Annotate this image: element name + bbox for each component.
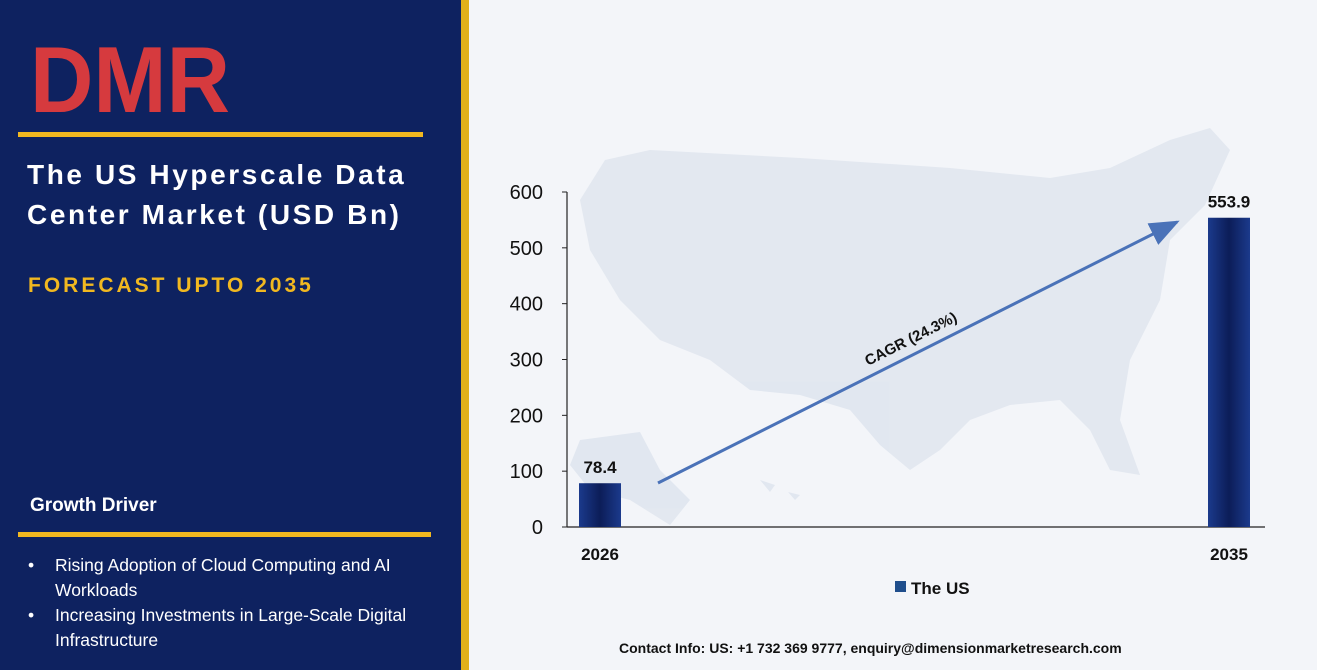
y-tick-label: 600 [510, 182, 543, 204]
legend-swatch [895, 581, 906, 592]
y-tick-label: 0 [532, 517, 543, 539]
dmr-logo: DMR [30, 38, 230, 120]
y-tick-label: 200 [510, 405, 543, 427]
report-subtitle: FORECAST UPTO 2035 [28, 274, 314, 297]
driver-text: Increasing Investments in Large-Scale Di… [55, 605, 407, 650]
list-item: • Rising Adoption of Cloud Computing and … [28, 555, 391, 600]
cagr-arrow [657, 220, 1180, 485]
x-tick-label: 2035 [1210, 545, 1248, 564]
y-tick-label: 100 [510, 461, 543, 483]
y-tick-label: 400 [510, 294, 543, 316]
chart-legend: The US [895, 579, 970, 598]
us-map-background [570, 128, 1230, 525]
svg-text:DMR: DMR [30, 38, 230, 120]
report-title: The US Hyperscale Data Center Market (US… [27, 159, 407, 230]
legend-label: The US [911, 579, 970, 598]
bar [1208, 217, 1250, 527]
y-axis: 0 100 200 300 400 500 600 [510, 182, 1265, 539]
title-rule [18, 132, 423, 137]
growth-driver-heading: Growth Driver [30, 495, 157, 516]
data-label: 78.4 [583, 458, 617, 477]
y-tick-label: 300 [510, 350, 543, 372]
driver-text: Rising Adoption of Cloud Computing and A… [55, 555, 391, 600]
data-label: 553.9 [1208, 193, 1251, 212]
x-tick-label: 2026 [581, 545, 619, 564]
bars: 78.4 2026 553.9 2035 [579, 193, 1250, 564]
panel-divider [461, 0, 469, 670]
bar [579, 483, 621, 527]
info-panel [0, 0, 461, 670]
growth-driver-list: • Rising Adoption of Cloud Computing and … [28, 553, 448, 653]
list-item: • Increasing Investments in Large-Scale D… [28, 605, 407, 650]
growth-rule [18, 532, 431, 537]
y-tick-label: 500 [510, 238, 543, 260]
contact-info: Contact Info: US: +1 732 369 9777, enqui… [619, 640, 1122, 656]
